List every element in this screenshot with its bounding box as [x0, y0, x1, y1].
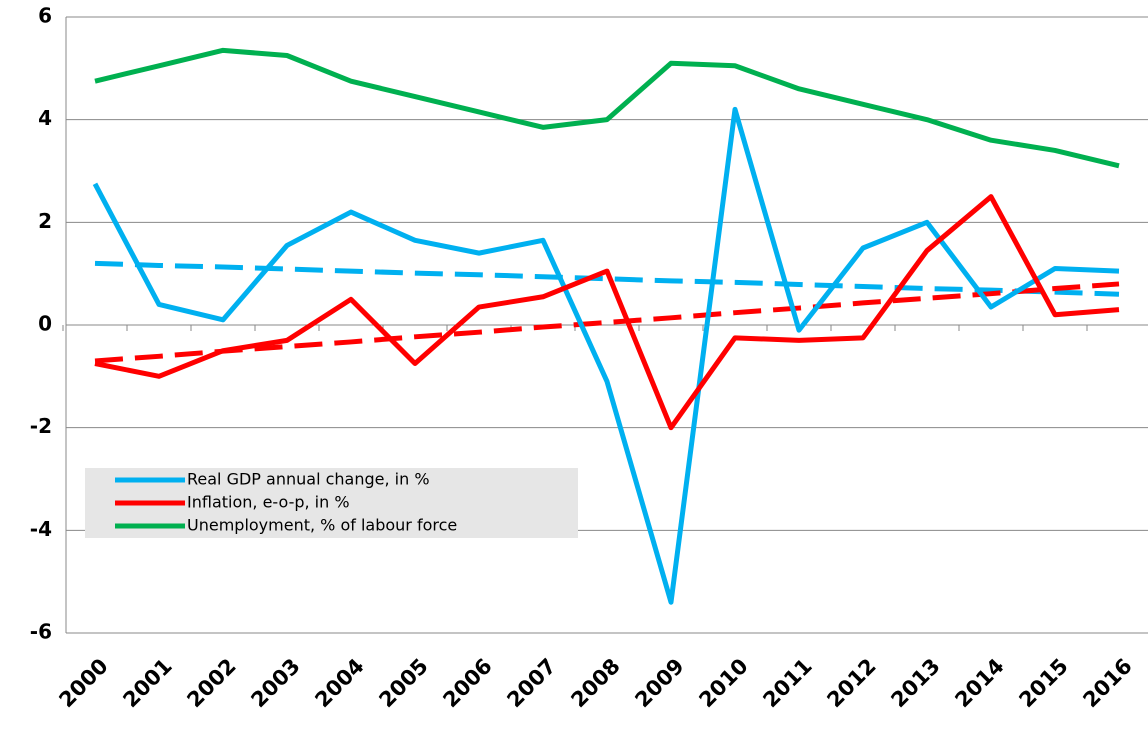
x-tick-label: 2001 — [118, 654, 176, 712]
x-tick-label: 2002 — [182, 654, 240, 712]
x-tick-label: 2005 — [374, 654, 432, 712]
x-tick-label: 2008 — [566, 654, 624, 712]
y-tick-label: -2 — [30, 414, 52, 438]
x-tick-label: 2006 — [438, 654, 496, 712]
x-tick-label: 2016 — [1078, 654, 1136, 712]
x-tick-label: 2010 — [694, 654, 752, 712]
x-tick-label: 2009 — [630, 654, 688, 712]
legend-label: Real GDP annual change, in % — [187, 470, 430, 489]
x-tick-label: 2007 — [502, 654, 560, 712]
legend-label: Unemployment, % of labour force — [187, 516, 457, 535]
series-line — [94, 47, 1120, 169]
series-line — [94, 194, 1120, 431]
y-tick-label: 2 — [38, 209, 52, 233]
legend: Real GDP annual change, in % Inflation, e… — [85, 468, 578, 538]
x-tick-label: 2003 — [246, 654, 304, 712]
y-tick-label: -4 — [30, 517, 52, 541]
y-tick-label: 6 — [38, 4, 52, 28]
x-tick-label: 2012 — [822, 654, 880, 712]
x-tick-label: 2000 — [54, 654, 112, 712]
trend-line — [94, 281, 1120, 364]
x-tick-label: 2004 — [310, 654, 368, 712]
y-tick-label: -6 — [30, 620, 52, 644]
x-tick-label: 2013 — [886, 654, 944, 712]
x-tick-label: 2011 — [758, 654, 816, 712]
y-tick-label: 4 — [38, 106, 52, 130]
legend-label: Inflation, e-o-p, in % — [187, 493, 350, 512]
series-line — [92, 106, 1120, 605]
y-tick-label: 0 — [38, 312, 52, 336]
x-tick-label: 2014 — [950, 654, 1008, 712]
x-tick-label: 2015 — [1014, 654, 1072, 712]
